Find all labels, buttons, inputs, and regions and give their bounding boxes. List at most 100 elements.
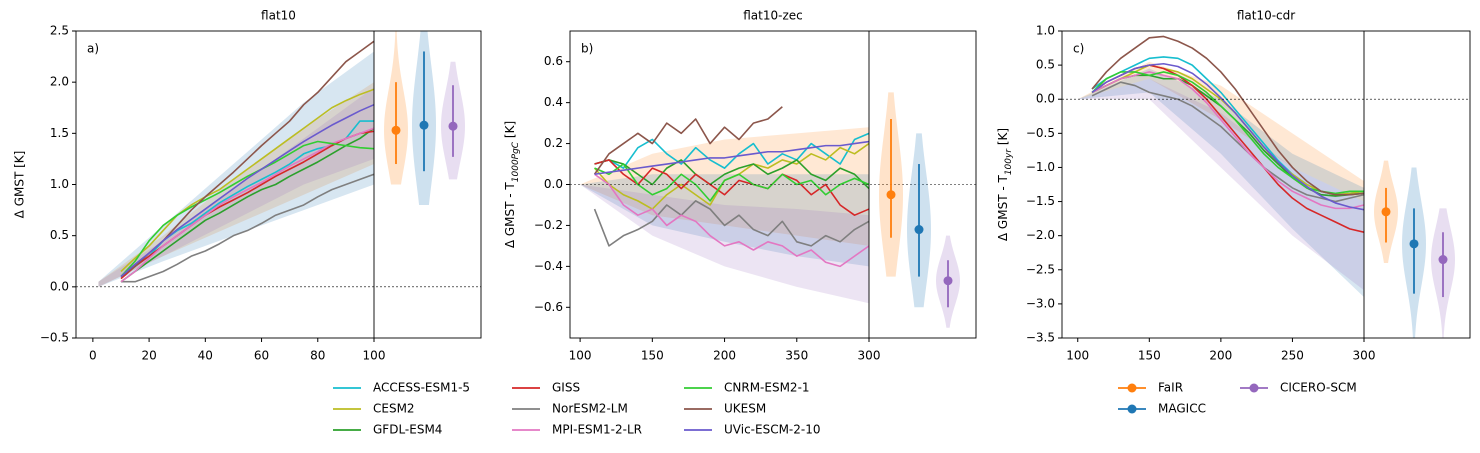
median-point: [1381, 207, 1391, 217]
median-point: [419, 120, 429, 130]
axes-frame: [1061, 30, 1471, 339]
y-tick-label: −1.0: [1026, 160, 1055, 174]
median-point: [448, 121, 458, 131]
median-point: [914, 225, 924, 235]
range-band: [580, 174, 869, 267]
y-tick-label: −2.5: [1026, 262, 1055, 276]
y-tick-label: −0.6: [534, 300, 563, 314]
legend-label: GISS: [552, 381, 580, 395]
range-band: [580, 127, 869, 246]
y-axis-label-part: 100yr: [1004, 148, 1014, 176]
panel-label: c): [1073, 42, 1084, 56]
y-tick-label: 0.6: [544, 54, 563, 68]
median-point: [886, 190, 896, 200]
legend-label: CESM2: [373, 402, 415, 416]
y-tick-label: 2.5: [50, 24, 69, 38]
x-tick-label: 300: [858, 349, 881, 363]
x-tick-label: 300: [1353, 349, 1376, 363]
model-line: [593, 200, 869, 247]
range-band: [580, 184, 869, 304]
y-tick-label: 1.5: [50, 126, 69, 140]
x-tick-label: 100: [363, 349, 386, 363]
legend-marker: [1249, 383, 1259, 393]
x-tick-label: 200: [713, 349, 736, 363]
model-line: [594, 173, 869, 268]
legend-label: FaIR: [1158, 381, 1183, 395]
y-tick-label: 1.0: [50, 177, 69, 191]
y-tick-label: 2.0: [50, 75, 69, 89]
legend-label: MAGICC: [1158, 402, 1206, 416]
y-axis-label-part: [K]: [503, 121, 517, 142]
y-tick-label: 0.5: [50, 228, 69, 242]
x-tick-label: 150: [1138, 349, 1161, 363]
model-line: [594, 159, 869, 190]
model-line: [593, 106, 783, 175]
y-tick-label: −2.0: [1026, 228, 1055, 242]
legend-label: ACCESS-ESM1-5: [373, 381, 470, 395]
y-axis-label-part: Δ GMST - T: [996, 175, 1010, 242]
x-tick-label: 350: [785, 349, 808, 363]
x-tick-label: 150: [641, 349, 664, 363]
legend-label: MPI-ESM1-2-LR: [552, 423, 642, 437]
plot-area: [1077, 35, 1364, 298]
y-tick-label: −0.2: [534, 218, 563, 232]
model-line: [120, 140, 374, 278]
legend-label: CNRM-ESM2-1: [724, 381, 810, 395]
y-tick-label: 0.0: [50, 279, 69, 293]
x-tick-label: 250: [1281, 349, 1304, 363]
median-point: [1438, 255, 1448, 265]
x-tick-label: 100: [1066, 349, 1089, 363]
panel-label: a): [87, 42, 99, 56]
y-tick-label: 0.2: [544, 136, 563, 150]
model-line: [1091, 81, 1364, 203]
x-tick-label: 100: [569, 349, 592, 363]
x-tick-label: 60: [254, 349, 269, 363]
y-tick-label: −0.5: [1026, 126, 1055, 140]
y-axis-label: Δ GMST - T1000PgC [K]: [503, 121, 521, 248]
model-line: [1091, 62, 1364, 211]
median-point: [943, 276, 953, 286]
y-tick-label: −0.4: [534, 259, 563, 273]
plot-area: [98, 40, 374, 287]
model-line: [1091, 35, 1364, 196]
y-axis-label-part: Δ GMST - T: [503, 182, 517, 249]
plot-area: [580, 106, 869, 304]
median-point: [391, 125, 401, 135]
y-tick-label: 1.0: [1036, 24, 1055, 38]
y-tick-label: 0.0: [544, 177, 563, 191]
model-line: [594, 140, 869, 176]
model-line: [1091, 71, 1364, 210]
model-line: [594, 163, 869, 202]
x-tick-label: 80: [310, 349, 325, 363]
y-tick-label: 0.5: [1036, 58, 1055, 72]
range-band: [1077, 68, 1364, 298]
y-axis-label-part: [K]: [996, 128, 1010, 149]
y-tick-label: −1.5: [1026, 194, 1055, 208]
legend-label: CICERO-SCM: [1280, 381, 1357, 395]
panel-label: b): [581, 42, 593, 56]
model-line: [120, 88, 374, 273]
y-axis-label: Δ GMST [K]: [13, 151, 27, 219]
model-line: [120, 173, 374, 283]
panel-title: flat10-cdr: [1237, 9, 1295, 23]
panel-title: flat10: [261, 9, 296, 23]
model-line: [1091, 71, 1364, 195]
y-tick-label: −3.5: [1026, 331, 1055, 345]
y-tick-label: 0.4: [544, 95, 563, 109]
x-tick-label: 40: [198, 349, 213, 363]
x-tick-label: 20: [141, 349, 156, 363]
legend-label: NorESM2-LM: [552, 402, 628, 416]
y-tick-label: 0.0: [1036, 92, 1055, 106]
median-point: [1409, 239, 1419, 249]
legend-label: GFDL-ESM4: [373, 423, 442, 437]
y-axis-label-part: 1000PgC: [511, 141, 521, 182]
model-line: [120, 127, 374, 283]
x-tick-label: 200: [1209, 349, 1232, 363]
legend-marker: [1127, 404, 1137, 414]
legend-marker: [1127, 383, 1137, 393]
model-line: [120, 103, 374, 278]
model-line: [594, 132, 869, 169]
y-tick-label: −0.5: [40, 331, 69, 345]
y-tick-label: −3.0: [1026, 296, 1055, 310]
